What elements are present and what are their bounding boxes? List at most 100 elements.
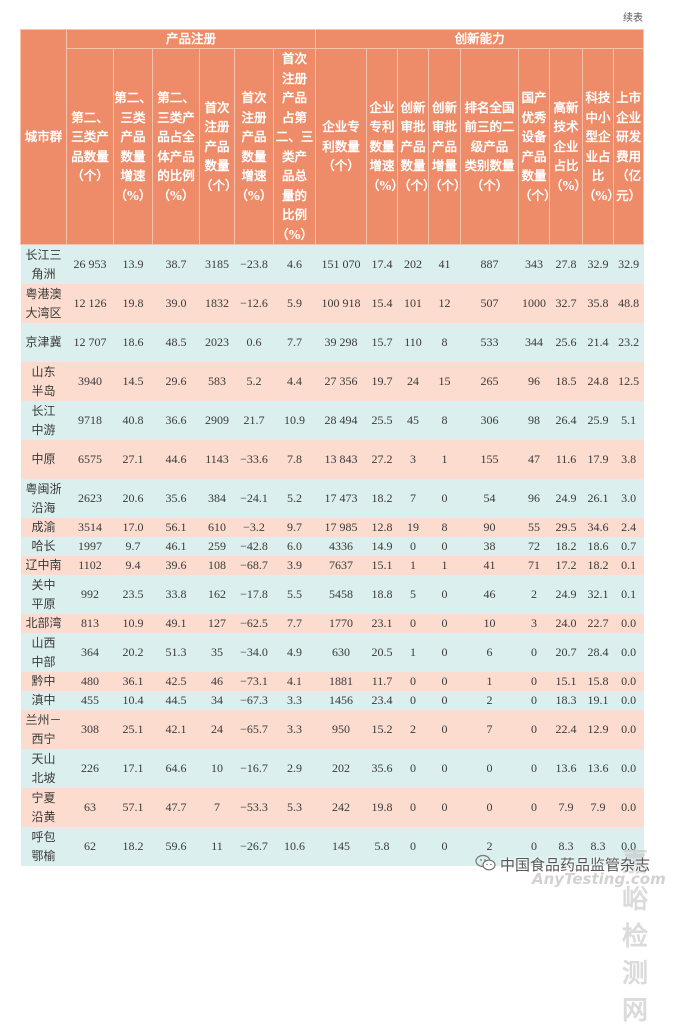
data-cell: 13.9 (113, 244, 153, 284)
data-cell: 0 (518, 788, 550, 827)
table-row: 关中 平原 992 23.5 33.8 162 −17.8 5.5 5458 18.8 5 0 46 2… (20, 575, 644, 614)
data-cell: 41 (428, 244, 461, 284)
data-cell: 610 (199, 518, 235, 537)
data-cell: 5.5 (273, 575, 316, 614)
data-cell: 39.0 (152, 284, 200, 323)
data-cell: 0 (428, 575, 461, 614)
data-cell: 2.4 (613, 518, 644, 537)
data-cell: 72 (518, 537, 550, 556)
data-cell: 10 (199, 749, 235, 788)
data-cell: 62 (66, 827, 114, 866)
data-cell: 3.9 (273, 556, 316, 575)
data-cell: 35.8 (582, 284, 614, 323)
data-cell: 3514 (66, 518, 114, 537)
data-cell: 42.1 (152, 710, 200, 749)
data-cell: 24 (199, 710, 235, 749)
data-cell: 5.2 (273, 479, 316, 518)
data-cell: 20.7 (549, 633, 583, 672)
data-cell: 25.6 (549, 323, 583, 362)
data-cell: 63 (66, 788, 114, 827)
table-row: 长江 中游 9718 40.8 36.6 2909 21.7 10.9 28 494 25.5 4… (20, 401, 644, 440)
data-cell: 1997 (66, 537, 114, 556)
data-cell: 36.6 (152, 401, 200, 440)
data-cell: 19.8 (113, 284, 153, 323)
data-cell: 3940 (66, 362, 114, 401)
data-cell: 0 (518, 691, 550, 710)
data-cell: 20.2 (113, 633, 153, 672)
data-cell: 56.1 (152, 518, 200, 537)
data-cell: 3 (518, 614, 550, 633)
data-cell: 8 (428, 323, 461, 362)
column-header: 第二、 三类产 品数量 （个） (66, 48, 114, 245)
data-cell: 7 (397, 479, 429, 518)
data-cell: 46.1 (152, 537, 200, 556)
data-cell: 71 (518, 556, 550, 575)
data-cell: −65.7 (234, 710, 274, 749)
data-cell: 7.7 (273, 323, 316, 362)
data-cell: −33.6 (234, 440, 274, 479)
data-cell: 145 (315, 827, 367, 866)
column-header: 上市 企业 研发 费用 （亿 元） (613, 48, 645, 245)
city-cell: 关中 平原 (20, 575, 67, 614)
table-row: 北部湾 813 10.9 49.1 127 −62.5 7.7 1770 23.1 0 0 10 3 24… (20, 614, 644, 633)
data-cell: 39.6 (152, 556, 200, 575)
data-cell: 98 (518, 401, 550, 440)
city-header: 城市群 (20, 29, 67, 245)
data-cell: 7.8 (273, 440, 316, 479)
data-cell: 100 918 (315, 284, 367, 323)
data-cell: 0.0 (613, 788, 644, 827)
data-cell: 0 (397, 614, 429, 633)
data-cell: 27 356 (315, 362, 367, 401)
data-cell: 34.6 (582, 518, 614, 537)
data-cell: 155 (460, 440, 519, 479)
data-cell: 35.6 (366, 749, 398, 788)
data-cell: 3185 (199, 244, 235, 284)
data-cell: −17.8 (234, 575, 274, 614)
data-cell: 32.1 (582, 575, 614, 614)
data-cell: 108 (199, 556, 235, 575)
data-cell: 44.5 (152, 691, 200, 710)
column-header: 企业 专利 数量 增速 （%） (366, 48, 404, 245)
data-cell: 5.8 (366, 827, 398, 866)
data-cell: 101 (397, 284, 429, 323)
data-cell: 992 (66, 575, 114, 614)
data-cell: 15 (428, 362, 461, 401)
column-header: 首次 注册 产品 数量 增速 （%） (234, 48, 274, 245)
city-cell: 北部湾 (20, 614, 67, 633)
column-header-row: 第二、 三类产 品数量 （个） 第二、 三类 产品 数量 增速 （%） 第二、 三类… (21, 48, 645, 245)
data-cell: 306 (460, 401, 519, 440)
data-cell: 44.6 (152, 440, 200, 479)
data-cell: 1 (397, 556, 429, 575)
data-cell: 18.2 (582, 556, 614, 575)
data-cell: 12.8 (366, 518, 398, 537)
city-cell: 山东 半岛 (20, 362, 67, 401)
data-cell: −26.7 (234, 827, 274, 866)
data-cell: 0.0 (613, 672, 644, 691)
data-cell: 12.5 (613, 362, 644, 401)
data-cell: 23.4 (366, 691, 398, 710)
data-cell: 507 (460, 284, 519, 323)
data-cell: 34 (199, 691, 235, 710)
data-cell: 23.1 (366, 614, 398, 633)
data-cell: −73.1 (234, 672, 274, 691)
data-cell: 27.1 (113, 440, 153, 479)
city-cell: 长江三 角洲 (20, 244, 67, 284)
city-cell: 呼包 鄂榆 (20, 827, 67, 866)
data-cell: 47 (518, 440, 550, 479)
column-header: 企业专 利数量 （个） (315, 48, 368, 245)
data-cell: 36.1 (113, 672, 153, 691)
data-cell: 25.5 (366, 401, 398, 440)
data-cell: 15.7 (366, 323, 398, 362)
data-cell: 1 (428, 556, 461, 575)
data-cell: 40.8 (113, 401, 153, 440)
data-cell: 364 (66, 633, 114, 672)
data-cell: 0.0 (613, 749, 644, 788)
data-cell: 3.3 (273, 691, 316, 710)
data-cell: 0.0 (613, 633, 644, 672)
data-cell: 3.8 (613, 440, 644, 479)
table-row: 长江三 角洲 26 953 13.9 38.7 3185 −23.8 4.6 151 070 1… (20, 244, 644, 284)
data-cell: 20.5 (366, 633, 398, 672)
column-header: 科技 中小 型企 业占 比 （%） (582, 48, 620, 245)
data-cell: 18.6 (582, 537, 614, 556)
data-cell: 0 (397, 788, 429, 827)
